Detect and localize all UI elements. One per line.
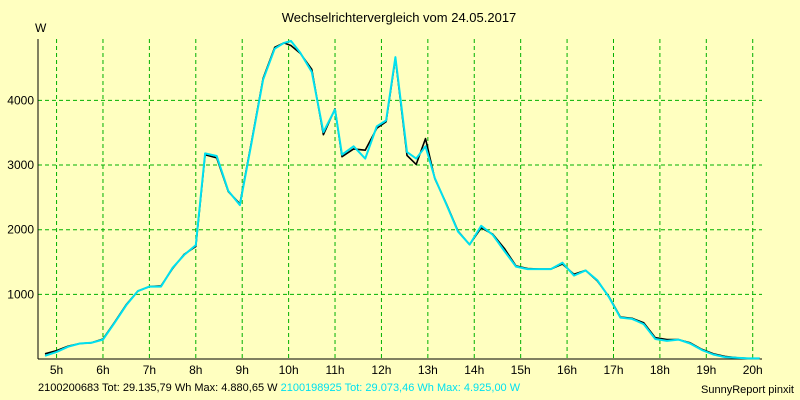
- legend-series-2: 2100198925 Tot: 29.073,46 Wh Max: 4.925,…: [280, 382, 521, 394]
- series-line-1: [44, 42, 760, 360]
- x-tick-label: 6h: [96, 363, 109, 377]
- x-tick-label: 17h: [603, 363, 623, 377]
- x-tick-label: 19h: [696, 363, 716, 377]
- series-line-2: [44, 39, 760, 360]
- x-tick-labels: 5h 6h 7h 8h 9h 10h 11h 12h 13h 14h 15h 16h 17h 18h 19h…: [50, 363, 763, 377]
- y-axis-unit: W: [35, 21, 47, 35]
- y-tick-label: 1000: [7, 287, 34, 301]
- axes: [37, 39, 762, 360]
- x-tick-label: 9h: [236, 363, 249, 377]
- x-tick-label: 15h: [511, 363, 531, 377]
- y-tick-label: 3000: [7, 158, 34, 172]
- x-tick-label: 8h: [189, 363, 202, 377]
- x-tick-label: 10h: [279, 363, 299, 377]
- y-tick-labels: 1000 2000 3000 4000: [7, 93, 34, 301]
- chart-title: Wechselrichtervergleich vom 24.05.2017: [282, 10, 517, 25]
- x-tick-label: 14h: [464, 363, 484, 377]
- x-tick-label: 16h: [557, 363, 577, 377]
- series-layer: [44, 39, 760, 360]
- x-tick-label: 5h: [50, 363, 63, 377]
- y-tick-label: 4000: [7, 93, 34, 107]
- x-tick-label: 20h: [743, 363, 763, 377]
- y-tick-label: 2000: [7, 223, 34, 237]
- footer-credit: SunnyReport pinxit: [701, 384, 794, 396]
- legend-series-1: 2100200683 Tot: 29.135,79 Wh Max: 4.880,…: [38, 382, 278, 394]
- x-tick-label: 7h: [143, 363, 156, 377]
- x-tick-label: 13h: [418, 363, 438, 377]
- x-tick-label: 11h: [325, 363, 344, 377]
- footer-legend: 2100200683 Tot: 29.135,79 Wh Max: 4.880,…: [38, 382, 520, 394]
- x-tick-label: 12h: [371, 363, 391, 377]
- x-tick-label: 18h: [650, 363, 670, 377]
